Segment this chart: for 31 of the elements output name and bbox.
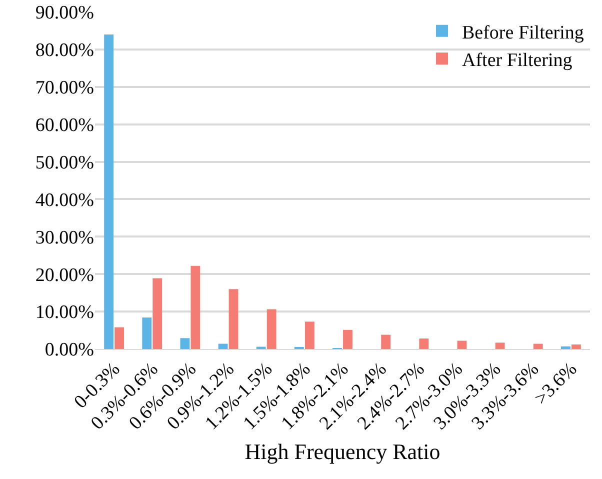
y-tick-label: 40.00% bbox=[35, 190, 94, 211]
bar bbox=[266, 309, 276, 349]
y-tick-label: 90.00% bbox=[35, 2, 94, 24]
legend-label: Before Filtering bbox=[462, 22, 584, 44]
bar bbox=[104, 34, 114, 349]
bar bbox=[142, 318, 152, 349]
bar bbox=[304, 322, 314, 349]
y-tick-label: 0.00% bbox=[44, 340, 94, 361]
bar bbox=[152, 278, 162, 349]
bar bbox=[571, 344, 581, 349]
y-tick-label: 10.00% bbox=[35, 302, 94, 324]
legend-label: After Filtering bbox=[462, 50, 573, 71]
bar bbox=[381, 334, 391, 349]
y-tick-label: 30.00% bbox=[35, 227, 94, 248]
bar bbox=[457, 340, 467, 349]
y-tick-label: 70.00% bbox=[35, 78, 94, 99]
y-tick-label: 50.00% bbox=[35, 152, 94, 174]
bar bbox=[343, 330, 352, 349]
y-tick-label: 80.00% bbox=[35, 40, 94, 62]
bar bbox=[228, 289, 238, 349]
x-axis-title: High Frequency Ratio bbox=[244, 438, 440, 464]
bar bbox=[495, 342, 505, 349]
bar bbox=[190, 266, 200, 349]
y-tick-label: 20.00% bbox=[35, 264, 94, 286]
bar bbox=[533, 344, 543, 349]
y-tick-label: 60.00% bbox=[35, 114, 94, 136]
bar bbox=[180, 338, 190, 349]
bar bbox=[114, 327, 124, 349]
bar bbox=[419, 338, 429, 349]
bar bbox=[561, 346, 570, 349]
bar bbox=[218, 344, 228, 349]
